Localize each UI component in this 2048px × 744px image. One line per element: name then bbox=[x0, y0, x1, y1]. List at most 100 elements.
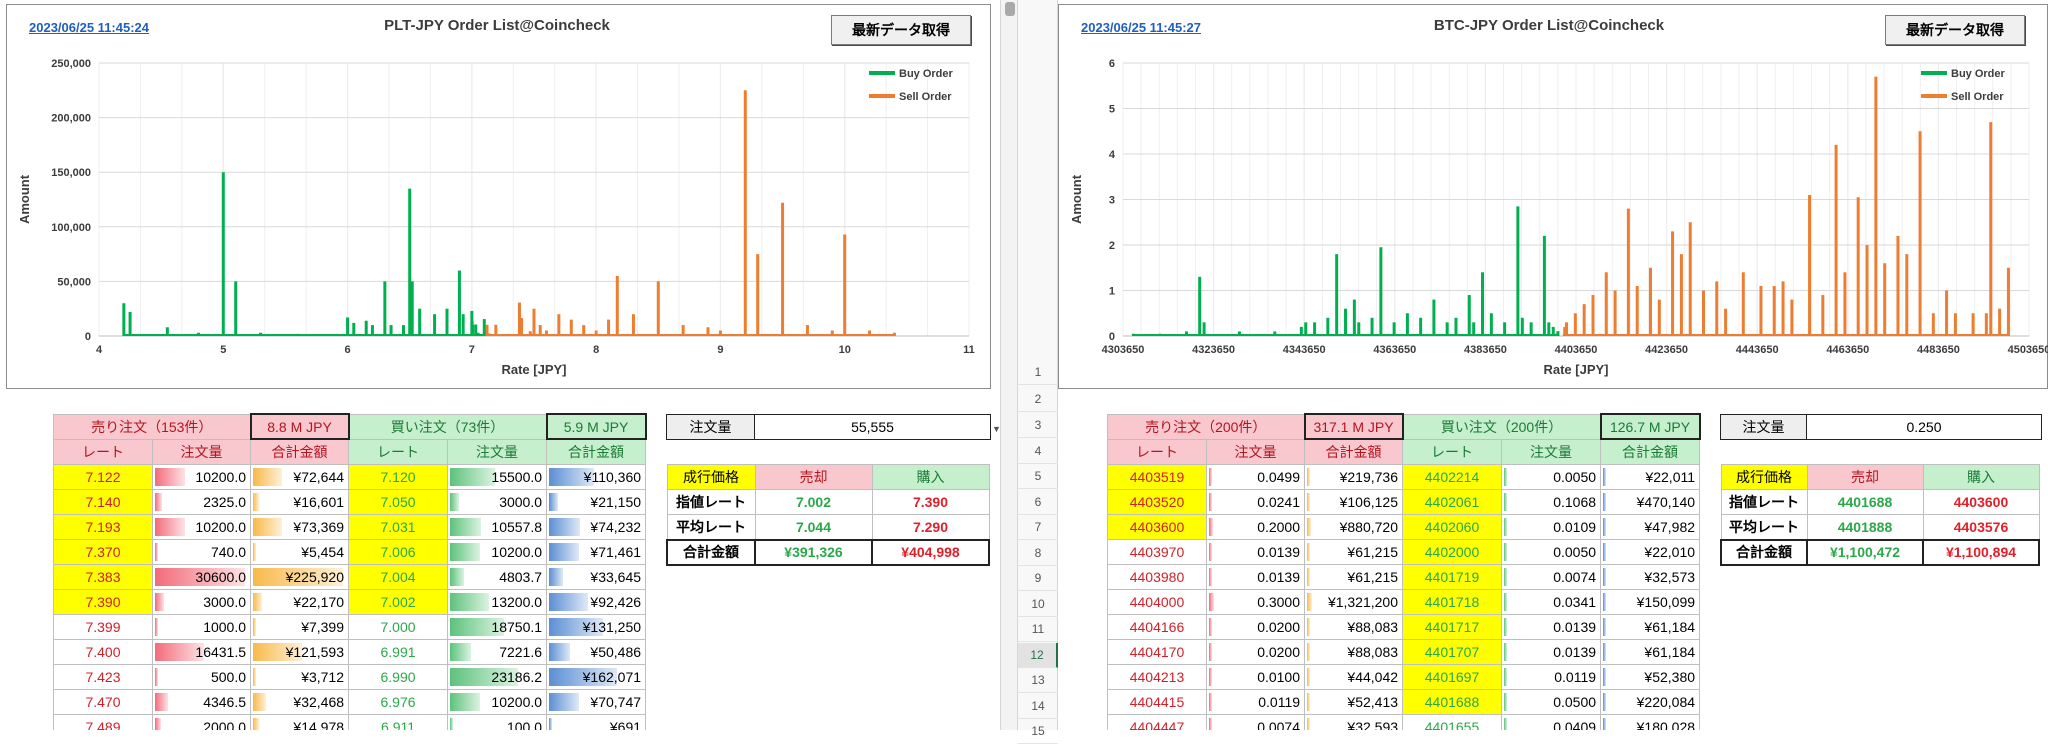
buy-rate-cell[interactable]: 7.031 bbox=[348, 513, 449, 540]
buy-rate-cell[interactable]: 4401707 bbox=[1402, 638, 1503, 665]
sell-rate-cell[interactable]: 7.383 bbox=[53, 563, 153, 590]
sell-amount-cell[interactable]: ¥72,644 bbox=[250, 463, 350, 490]
buy-rate-cell[interactable]: 4401717 bbox=[1402, 613, 1503, 640]
sell-qty-cell[interactable]: 4346.5 bbox=[151, 688, 252, 715]
sell-qty-cell[interactable]: 0.0074 bbox=[1205, 713, 1306, 730]
buy-amount-cell[interactable]: ¥150,099 bbox=[1600, 588, 1701, 615]
buy-qty-cell[interactable]: 0.0500 bbox=[1501, 688, 1602, 715]
buy-qty-cell[interactable]: 10200.0 bbox=[447, 688, 548, 715]
sell-rate-cell[interactable]: 4403519 bbox=[1107, 463, 1207, 490]
row-number[interactable]: 2 bbox=[1018, 387, 1058, 412]
plt-timestamp-link[interactable]: 2023/06/25 11:45:24 bbox=[29, 20, 149, 35]
buy-rate-cell[interactable]: 7.002 bbox=[348, 588, 449, 615]
plt-refresh-button[interactable]: 最新データ取得 bbox=[831, 15, 971, 45]
sell-rate-cell[interactable]: 7.370 bbox=[53, 538, 153, 565]
sell-rate-cell[interactable]: 7.400 bbox=[53, 638, 153, 665]
buy-rate-cell[interactable]: 4401688 bbox=[1402, 688, 1503, 715]
sell-amount-cell[interactable]: ¥106,125 bbox=[1304, 488, 1404, 515]
sell-qty-cell[interactable]: 0.0119 bbox=[1205, 688, 1306, 715]
sell-qty-cell[interactable]: 2000.0 bbox=[151, 713, 252, 730]
sell-amount-cell[interactable]: ¥3,712 bbox=[250, 663, 350, 690]
buy-rate-cell[interactable]: 6.991 bbox=[348, 638, 449, 665]
buy-qty-cell[interactable]: 0.0341 bbox=[1501, 588, 1602, 615]
buy-rate-cell[interactable]: 6.990 bbox=[348, 663, 449, 690]
plt-qty-input[interactable]: 55,555 bbox=[754, 414, 991, 440]
buy-rate-cell[interactable]: 4402061 bbox=[1402, 488, 1503, 515]
buy-amount-cell[interactable]: ¥691 bbox=[546, 713, 647, 730]
sell-qty-cell[interactable]: 1000.0 bbox=[151, 613, 252, 640]
buy-qty-cell[interactable]: 10557.8 bbox=[447, 513, 548, 540]
sell-amount-cell[interactable]: ¥7,399 bbox=[250, 613, 350, 640]
sell-amount-cell[interactable]: ¥32,468 bbox=[250, 688, 350, 715]
row-number[interactable]: 7 bbox=[1018, 515, 1058, 540]
sell-qty-cell[interactable]: 0.0200 bbox=[1205, 638, 1306, 665]
buy-rate-cell[interactable]: 4402000 bbox=[1402, 538, 1503, 565]
buy-qty-cell[interactable]: 0.0074 bbox=[1501, 563, 1602, 590]
row-number[interactable]: 10 bbox=[1018, 592, 1058, 617]
sell-amount-cell[interactable]: ¥32,593 bbox=[1304, 713, 1404, 730]
row-number[interactable]: 14 bbox=[1018, 694, 1058, 719]
sell-rate-cell[interactable]: 7.140 bbox=[53, 488, 153, 515]
buy-amount-cell[interactable]: ¥110,360 bbox=[546, 463, 647, 490]
sell-qty-cell[interactable]: 0.2000 bbox=[1205, 513, 1306, 540]
sell-amount-cell[interactable]: ¥88,083 bbox=[1304, 613, 1404, 640]
buy-rate-cell[interactable]: 7.004 bbox=[348, 563, 449, 590]
sell-qty-cell[interactable]: 3000.0 bbox=[151, 588, 252, 615]
sell-amount-cell[interactable]: ¥225,920 bbox=[250, 563, 350, 590]
sell-rate-cell[interactable]: 7.399 bbox=[53, 613, 153, 640]
sell-qty-cell[interactable]: 30600.0 bbox=[151, 563, 252, 590]
buy-qty-cell[interactable]: 0.0119 bbox=[1501, 663, 1602, 690]
sell-qty-cell[interactable]: 16431.5 bbox=[151, 638, 252, 665]
sell-amount-cell[interactable]: ¥73,369 bbox=[250, 513, 350, 540]
buy-rate-cell[interactable]: 7.120 bbox=[348, 463, 449, 490]
buy-rate-cell[interactable]: 6.911 bbox=[348, 713, 449, 730]
buy-amount-cell[interactable]: ¥70,747 bbox=[546, 688, 647, 715]
buy-amount-cell[interactable]: ¥162,071 bbox=[546, 663, 647, 690]
sell-amount-cell[interactable]: ¥14,978 bbox=[250, 713, 350, 730]
sell-qty-cell[interactable]: 0.0139 bbox=[1205, 538, 1306, 565]
sell-amount-cell[interactable]: ¥61,215 bbox=[1304, 538, 1404, 565]
row-number[interactable]: 4 bbox=[1018, 439, 1058, 464]
scrollbar-thumb[interactable] bbox=[1005, 2, 1015, 16]
sell-rate-cell[interactable]: 4404170 bbox=[1107, 638, 1207, 665]
buy-qty-cell[interactable]: 23186.2 bbox=[447, 663, 548, 690]
row-number[interactable]: 6 bbox=[1018, 490, 1058, 515]
sell-amount-cell[interactable]: ¥52,413 bbox=[1304, 688, 1404, 715]
sell-qty-cell[interactable]: 10200.0 bbox=[151, 463, 252, 490]
sell-amount-cell[interactable]: ¥44,042 bbox=[1304, 663, 1404, 690]
buy-amount-cell[interactable]: ¥61,184 bbox=[1600, 638, 1701, 665]
sell-rate-cell[interactable]: 7.470 bbox=[53, 688, 153, 715]
buy-amount-cell[interactable]: ¥52,380 bbox=[1600, 663, 1701, 690]
sell-rate-cell[interactable]: 4403520 bbox=[1107, 488, 1207, 515]
row-number[interactable]: 3 bbox=[1018, 413, 1058, 438]
sell-amount-cell[interactable]: ¥880,720 bbox=[1304, 513, 1404, 540]
buy-qty-cell[interactable]: 7221.6 bbox=[447, 638, 548, 665]
sell-qty-cell[interactable]: 0.0499 bbox=[1205, 463, 1306, 490]
buy-rate-cell[interactable]: 4401655 bbox=[1402, 713, 1503, 730]
buy-rate-cell[interactable]: 6.976 bbox=[348, 688, 449, 715]
sell-rate-cell[interactable]: 4403600 bbox=[1107, 513, 1207, 540]
buy-amount-cell[interactable]: ¥220,084 bbox=[1600, 688, 1701, 715]
btc-chart[interactable]: 4303650 4323650 4343650 4363650 4383650 44036… bbox=[1058, 4, 2048, 389]
sell-amount-cell[interactable]: ¥22,170 bbox=[250, 588, 350, 615]
sell-qty-cell[interactable]: 0.0241 bbox=[1205, 488, 1306, 515]
sell-rate-cell[interactable]: 4404000 bbox=[1107, 588, 1207, 615]
sell-amount-cell[interactable]: ¥1,321,200 bbox=[1304, 588, 1404, 615]
sell-rate-cell[interactable]: 7.423 bbox=[53, 663, 153, 690]
buy-qty-cell[interactable]: 0.0050 bbox=[1501, 463, 1602, 490]
btc-timestamp-link[interactable]: 2023/06/25 11:45:27 bbox=[1081, 20, 1201, 35]
sell-rate-cell[interactable]: 7.390 bbox=[53, 588, 153, 615]
buy-qty-cell[interactable]: 0.0109 bbox=[1501, 513, 1602, 540]
row-number[interactable]: 13 bbox=[1018, 668, 1058, 693]
row-number[interactable]: 1 bbox=[1018, 360, 1058, 385]
buy-qty-cell[interactable]: 0.0139 bbox=[1501, 638, 1602, 665]
buy-rate-cell[interactable]: 4402214 bbox=[1402, 463, 1503, 490]
sell-rate-cell[interactable]: 4403970 bbox=[1107, 538, 1207, 565]
buy-qty-cell[interactable]: 0.0139 bbox=[1501, 613, 1602, 640]
buy-rate-cell[interactable]: 7.050 bbox=[348, 488, 449, 515]
row-number[interactable]: 11 bbox=[1018, 617, 1058, 642]
buy-amount-cell[interactable]: ¥180,028 bbox=[1600, 713, 1701, 730]
sell-amount-cell[interactable]: ¥88,083 bbox=[1304, 638, 1404, 665]
buy-rate-cell[interactable]: 7.006 bbox=[348, 538, 449, 565]
buy-qty-cell[interactable]: 10200.0 bbox=[447, 538, 548, 565]
